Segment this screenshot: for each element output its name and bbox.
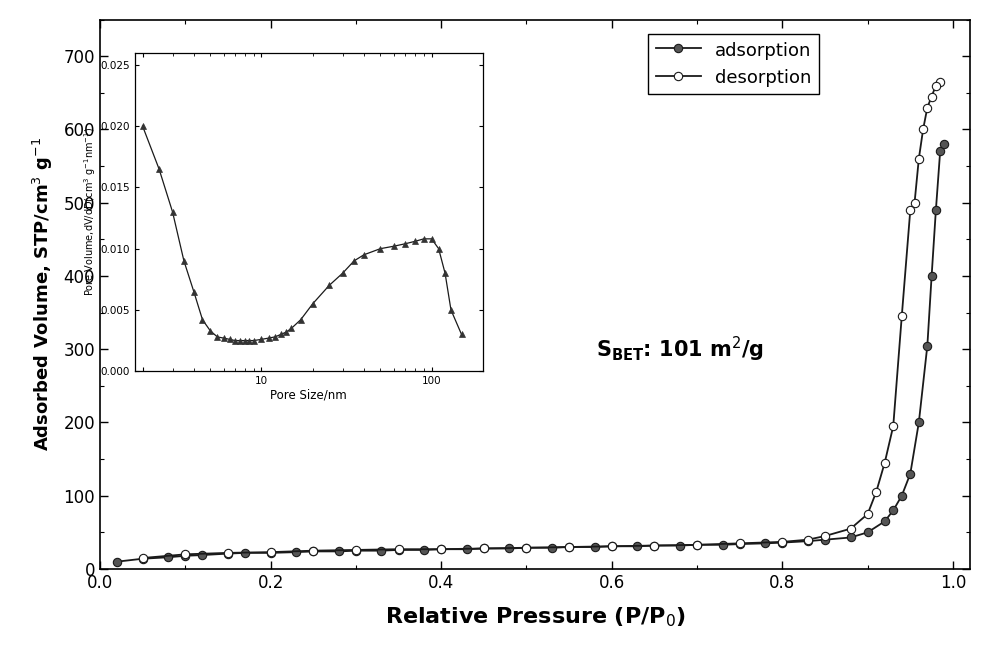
- desorption: [691, 541, 703, 549]
- desorption: [934, 78, 946, 86]
- desorption: [819, 532, 831, 540]
- Y-axis label: Adsorbed Volume, STP/cm$^3$ g$^{-1}$: Adsorbed Volume, STP/cm$^3$ g$^{-1}$: [31, 137, 55, 451]
- desorption: [926, 93, 938, 101]
- adsorption: [887, 506, 899, 514]
- desorption: [222, 549, 234, 557]
- X-axis label: Relative Pressure (P/P$_0$): Relative Pressure (P/P$_0$): [385, 606, 685, 629]
- adsorption: [546, 544, 558, 552]
- adsorption: [290, 548, 302, 556]
- adsorption: [896, 492, 908, 500]
- desorption: [435, 545, 447, 553]
- adsorption: [606, 542, 618, 550]
- adsorption: [222, 549, 234, 557]
- adsorption: [934, 148, 946, 156]
- adsorption: [631, 542, 643, 550]
- desorption: [917, 126, 929, 133]
- adsorption: [137, 555, 149, 562]
- adsorption: [930, 206, 942, 214]
- adsorption: [717, 541, 729, 549]
- desorption: [606, 542, 618, 550]
- adsorption: [759, 540, 771, 547]
- adsorption: [926, 272, 938, 280]
- adsorption: [418, 546, 430, 554]
- adsorption: [265, 549, 277, 557]
- desorption: [776, 538, 788, 546]
- adsorption: [904, 470, 916, 477]
- adsorption: [333, 547, 345, 555]
- adsorption: [776, 539, 788, 547]
- adsorption: [196, 551, 208, 559]
- desorption: [734, 540, 746, 547]
- desorption: [930, 82, 942, 90]
- desorption: [879, 459, 891, 467]
- adsorption: [435, 545, 447, 553]
- adsorption: [648, 542, 660, 549]
- adsorption: [819, 536, 831, 543]
- desorption: [350, 546, 362, 554]
- desorption: [862, 510, 874, 518]
- desorption: [563, 543, 575, 551]
- adsorption: [350, 547, 362, 555]
- adsorption: [375, 547, 387, 555]
- adsorption: [503, 545, 515, 553]
- adsorption: [913, 419, 925, 426]
- Text: $\mathregular{S_{BET}}$: 101 m$^2$/g: $\mathregular{S_{BET}}$: 101 m$^2$/g: [596, 335, 764, 364]
- desorption: [904, 206, 916, 214]
- Legend: adsorption, desorption: adsorption, desorption: [648, 34, 819, 94]
- Line: desorption: desorption: [138, 78, 944, 562]
- desorption: [887, 422, 899, 430]
- desorption: [913, 155, 925, 163]
- adsorption: [179, 552, 191, 560]
- adsorption: [862, 528, 874, 536]
- adsorption: [239, 549, 251, 557]
- desorption: [265, 548, 277, 556]
- adsorption: [520, 544, 532, 552]
- desorption: [393, 545, 405, 553]
- adsorption: [478, 545, 490, 553]
- desorption: [921, 103, 933, 111]
- adsorption: [307, 547, 319, 555]
- desorption: [478, 545, 490, 553]
- desorption: [179, 551, 191, 559]
- desorption: [896, 313, 908, 320]
- adsorption: [845, 534, 857, 542]
- Line: adsorption: adsorption: [113, 140, 949, 566]
- adsorption: [589, 543, 601, 551]
- adsorption: [938, 140, 950, 148]
- adsorption: [879, 517, 891, 525]
- desorption: [648, 542, 660, 549]
- adsorption: [734, 540, 746, 548]
- adsorption: [393, 546, 405, 554]
- adsorption: [162, 553, 174, 561]
- desorption: [909, 199, 921, 207]
- desorption: [870, 488, 882, 496]
- adsorption: [691, 541, 703, 549]
- adsorption: [802, 537, 814, 545]
- adsorption: [461, 545, 473, 553]
- desorption: [845, 525, 857, 532]
- desorption: [802, 536, 814, 543]
- adsorption: [111, 558, 123, 566]
- adsorption: [674, 542, 686, 549]
- desorption: [137, 554, 149, 562]
- desorption: [520, 544, 532, 552]
- desorption: [307, 547, 319, 555]
- adsorption: [563, 543, 575, 551]
- adsorption: [921, 341, 933, 349]
